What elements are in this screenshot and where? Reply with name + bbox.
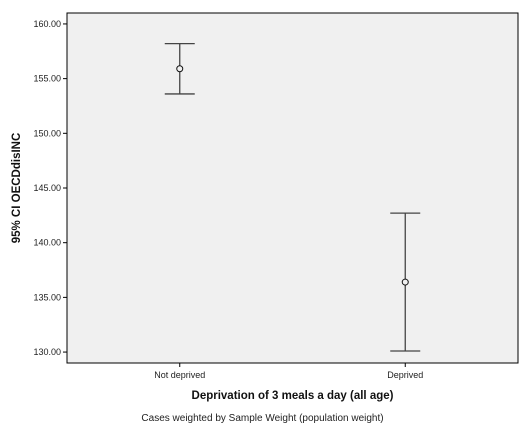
error-bar-not-deprived [164, 42, 195, 95]
mean-point [176, 65, 184, 73]
y-tick-label: 150.00 [33, 128, 61, 138]
x-tick-label: Deprived [387, 370, 423, 380]
x-tick-label: Not deprived [154, 370, 205, 380]
y-tick-label: 140.00 [33, 238, 61, 248]
x-axis: Not deprived Deprived [154, 363, 423, 380]
y-axis: 160.00 155.00 150.00 145.00 140.00 135.00 130.… [33, 19, 67, 357]
error-bars [164, 42, 421, 352]
x-axis-title: Deprivation of 3 meals a day (all age) [192, 390, 394, 402]
chart-footnote: Cases weighted by Sample Weight (populat… [141, 413, 384, 424]
plot-area [66, 12, 519, 364]
y-tick-label: 160.00 [33, 19, 61, 29]
mean-point [401, 278, 409, 286]
y-tick-label: 145.00 [33, 183, 61, 193]
y-tick-label: 130.00 [33, 347, 61, 357]
y-tick-label: 135.00 [33, 292, 61, 302]
y-axis-title: 95% CI OECDdisINC [11, 133, 23, 244]
error-bar-deprived [390, 212, 421, 352]
y-tick-label: 155.00 [33, 74, 61, 84]
